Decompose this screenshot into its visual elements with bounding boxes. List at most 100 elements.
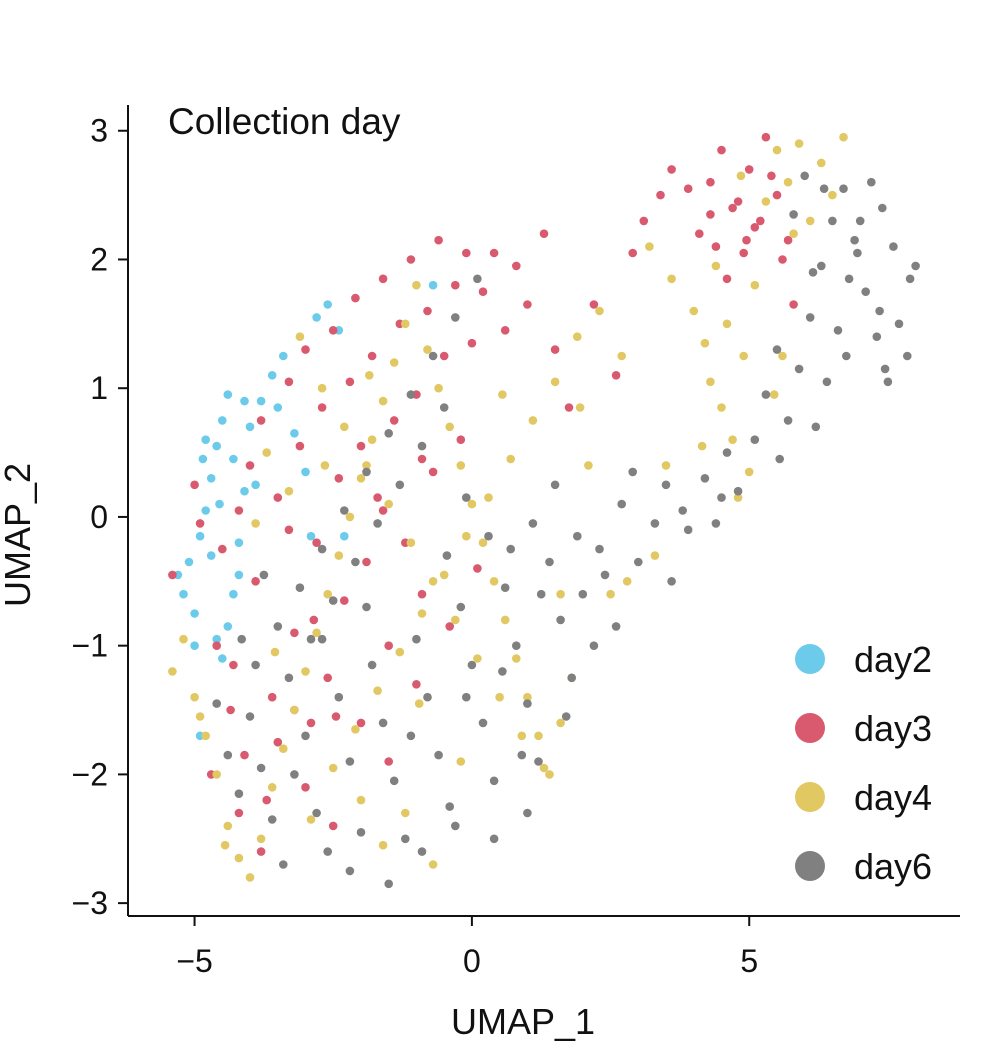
point-day4 [284,486,294,496]
point-day4 [320,461,330,470]
point-day4 [575,403,585,412]
point-day3 [417,589,427,599]
point-day4 [317,383,327,393]
point-day6 [789,210,798,219]
point-day2 [212,634,221,644]
point-day4 [545,770,554,779]
point-day6 [822,377,832,387]
point-day3 [423,306,432,316]
point-day4 [373,686,382,695]
point-day6 [290,770,299,779]
point-day6 [667,577,676,586]
point-day6 [711,519,721,528]
point-day6 [783,416,793,425]
point-day6 [428,351,438,361]
point-day3 [218,544,227,554]
point-day6 [805,313,815,322]
point-day4 [595,306,604,316]
point-day3 [168,570,177,580]
point-day4 [778,351,787,361]
point-day3 [356,441,366,451]
point-day3 [489,248,499,258]
point-day4 [484,493,493,502]
point-day6 [279,860,288,869]
point-day2 [256,396,266,406]
point-day3 [240,750,249,760]
legend: day2 day3 day4 day6 [795,639,932,887]
legend-marker-day6 [795,851,825,881]
point-day2 [340,531,349,541]
point-day6 [761,390,771,399]
point-day4 [736,171,746,181]
point-day3 [467,338,477,348]
point-day6 [750,435,760,445]
point-day3 [256,847,266,856]
point-day6 [373,519,382,528]
point-day6 [839,184,848,193]
point-day3 [628,248,637,258]
point-day2 [218,416,227,425]
chart-title: Collection day [168,101,401,142]
point-day4 [500,615,510,625]
point-day2 [245,422,255,432]
point-day3 [789,300,798,309]
point-day4 [412,280,421,290]
point-day6 [456,602,466,612]
point-day6 [401,834,410,844]
point-day4 [750,280,760,290]
point-day6 [273,622,283,631]
point-day4 [794,139,804,148]
point-day2 [323,300,333,309]
point-day6 [833,326,843,335]
point-day3 [611,371,621,380]
point-day6 [245,712,255,721]
point-day6 [889,242,898,251]
point-day3 [334,474,344,483]
point-day2 [201,506,210,515]
point-day4 [201,731,210,741]
point-day2 [195,531,205,541]
point-day6 [512,641,521,650]
point-day4 [345,512,355,522]
point-day6 [722,448,732,457]
point-day2 [312,313,321,322]
point-day4 [270,647,280,657]
point-day6 [484,531,493,541]
point-day2 [190,641,199,650]
point-day4 [312,628,321,638]
point-day3 [373,493,382,502]
point-day3 [428,467,438,477]
point-day2 [218,654,227,663]
point-day4 [556,589,565,599]
point-day2 [234,570,244,580]
point-day3 [309,615,319,625]
point-day3 [273,493,283,502]
point-day4 [711,261,721,271]
point-day3 [389,416,399,425]
point-day3 [267,692,277,702]
point-day4 [769,390,779,399]
point-day3 [273,737,283,747]
y-tick-label: 0 [90,499,108,535]
point-day3 [417,454,427,464]
point-day3 [750,223,760,232]
point-day4 [256,834,266,844]
point-day4 [478,538,488,547]
point-day4 [528,416,538,425]
point-day6 [883,377,893,387]
point-day2 [267,371,277,380]
point-day3 [656,190,665,200]
point-day2 [428,280,438,290]
point-day6 [678,506,687,515]
point-day4 [467,499,477,509]
point-day6 [384,429,394,438]
point-day3 [772,190,782,200]
point-day6 [467,660,477,670]
point-day4 [506,454,515,464]
point-day3 [262,795,272,805]
point-day3 [362,557,371,567]
point-day3 [212,641,221,650]
point-day2 [223,390,233,399]
point-day3 [564,403,574,412]
point-day2 [301,467,310,477]
